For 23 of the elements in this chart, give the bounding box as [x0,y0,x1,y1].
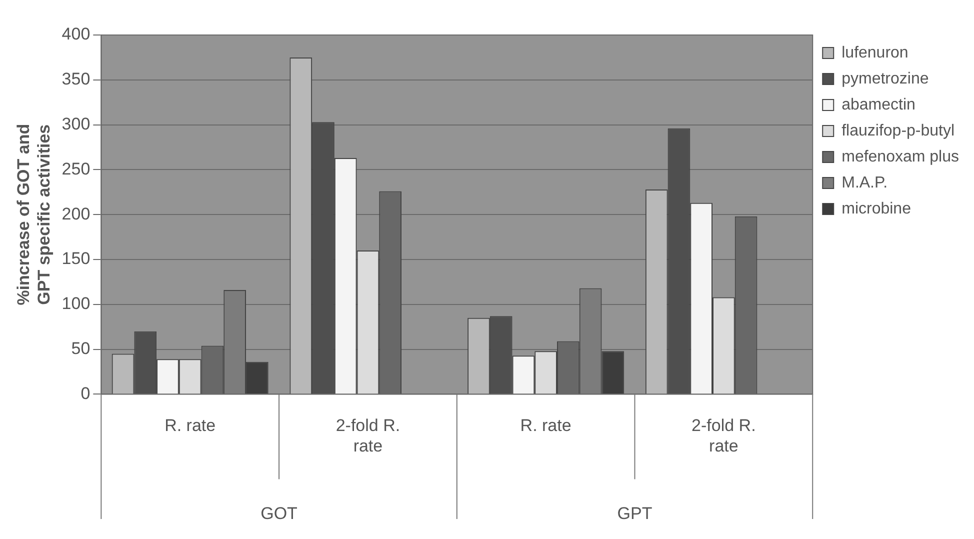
legend-label: M.A.P. [842,174,888,192]
x-tick-label: R. rate [520,416,572,436]
x-tick-label: 2-fold R. rate [336,416,400,456]
y-axis-title: %increase of GOT and GPT specific activities [14,124,54,306]
y-tick-label: 0 [80,384,90,403]
x-tick-label: 2-fold R. rate [692,416,756,456]
y-tick-label: 300 [62,114,90,134]
legend-label: mefenoxam plus [842,148,959,166]
y-tick-label: 100 [62,294,90,314]
legend-label: microbine [842,200,912,218]
text: GOT [260,504,298,524]
x-tick-label: R. rate [164,416,216,436]
legend-label: flauzifop-p-butyl [842,122,955,140]
text: GPT [617,504,652,524]
y-tick-label: 400 [62,24,90,44]
legend-label: abamectin [842,96,916,114]
y-tick-label: 350 [62,70,90,89]
legend-label: lufenuron [842,44,908,62]
y-tick-label: 250 [62,159,90,178]
y-tick-label: 50 [71,338,90,358]
y-tick-label: 150 [62,249,90,268]
legend-label: pymetrozine [842,70,929,88]
y-tick-label: 200 [62,204,90,224]
